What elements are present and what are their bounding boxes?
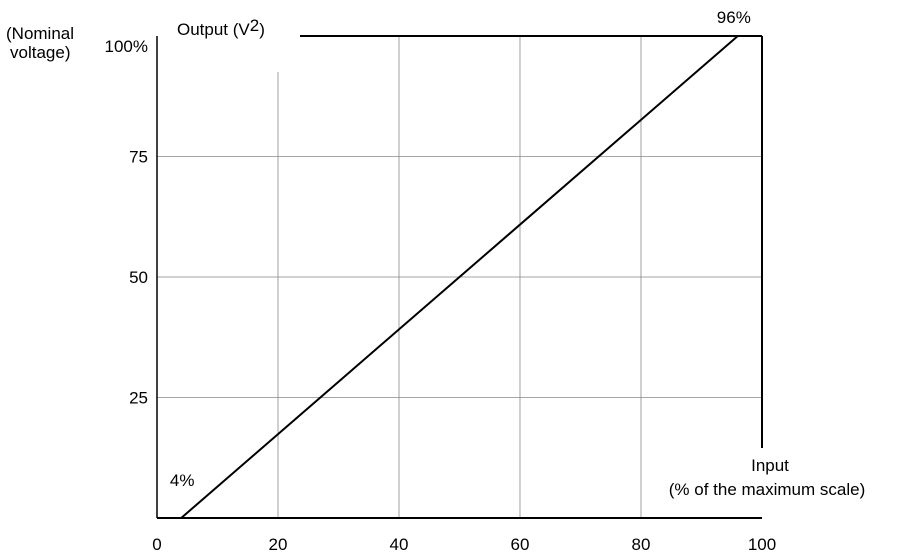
- x-tick-label-20: 20: [269, 535, 288, 554]
- tick-labels: 0 20 40 60 80 100 25 50 75 100%: [105, 37, 777, 554]
- x-tick-label-100: 100: [748, 535, 776, 554]
- y-tick-label-50: 50: [129, 268, 148, 287]
- x-axis-title-line1: Input: [751, 456, 789, 475]
- data-point-0-1: [181, 518, 182, 519]
- annotation-1: 96%: [717, 8, 751, 27]
- x-tick-label-40: 40: [390, 535, 409, 554]
- y-tick-label-100: 100%: [105, 37, 148, 56]
- x-tick-label-60: 60: [511, 535, 530, 554]
- annotation-0: 4%: [170, 471, 195, 490]
- x-tick-label-0: 0: [152, 535, 161, 554]
- y-tick-label-25: 25: [129, 389, 148, 408]
- axes: [156, 35, 763, 519]
- x-axis-title-line2: (% of the maximum scale): [669, 480, 866, 499]
- x-tick-label-80: 80: [632, 535, 651, 554]
- series-line-0: [157, 35, 762, 519]
- y-axis-unit-line1: (Nominal: [6, 24, 74, 43]
- data-point-0-0: [157, 518, 158, 519]
- y-axis-unit-line2: voltage): [10, 43, 70, 62]
- series-group: [157, 35, 763, 519]
- data-point-0-3: [762, 36, 763, 37]
- annotations: 4% 96%: [170, 8, 751, 490]
- y-axis-title: Output (V2): [177, 16, 265, 39]
- y-tick-label-75: 75: [129, 148, 148, 167]
- data-point-0-2: [737, 36, 738, 37]
